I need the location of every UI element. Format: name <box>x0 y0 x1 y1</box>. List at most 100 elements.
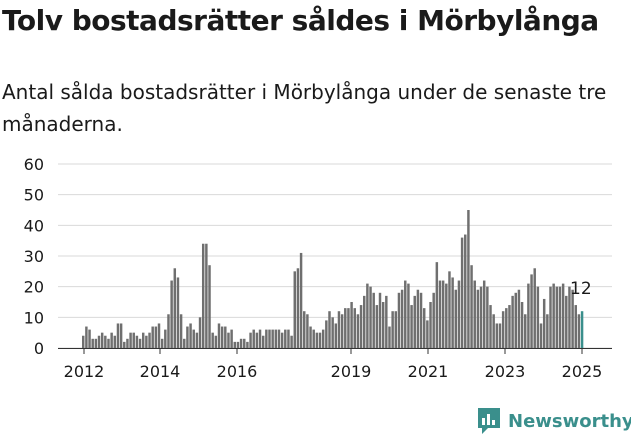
bar <box>201 243 205 348</box>
bar <box>533 268 536 348</box>
bar <box>432 292 435 348</box>
bar <box>426 320 429 348</box>
bar <box>321 329 325 348</box>
bar <box>546 314 549 348</box>
bar <box>511 295 514 348</box>
bar <box>495 323 499 348</box>
bar <box>381 302 385 348</box>
bar <box>353 308 356 348</box>
bar <box>460 237 464 348</box>
newsworthy-chart-icon <box>478 408 500 434</box>
y-tick-label: 0 <box>34 339 44 358</box>
x-tick-label: 2012 <box>64 362 105 381</box>
bar <box>479 286 483 348</box>
chart-subtitle: Antal sålda bostadsrätter i Mörbylånga u… <box>2 80 607 136</box>
bar <box>385 295 388 348</box>
bar <box>419 292 423 348</box>
bar <box>438 280 442 348</box>
bar <box>315 332 319 348</box>
bar <box>258 329 262 348</box>
bar <box>164 329 167 348</box>
bar <box>148 332 151 348</box>
bar <box>284 329 287 348</box>
bar <box>145 335 148 348</box>
bar <box>397 292 401 348</box>
x-tick-label: 2025 <box>562 362 603 381</box>
bar <box>451 277 454 348</box>
bar <box>129 332 132 348</box>
bar <box>252 329 255 348</box>
y-tick-label: 20 <box>24 278 44 297</box>
bar <box>214 335 218 348</box>
bar <box>470 265 473 348</box>
bar <box>344 308 347 348</box>
bar <box>104 335 107 348</box>
bar <box>100 332 104 348</box>
bar <box>195 332 199 348</box>
bar <box>561 283 565 348</box>
bar <box>524 314 527 348</box>
bar <box>94 338 98 348</box>
bar <box>410 305 413 348</box>
bar <box>331 317 334 348</box>
bar <box>211 332 214 348</box>
bar <box>167 314 170 348</box>
bar <box>132 332 135 348</box>
bar <box>160 338 164 348</box>
bar <box>347 308 350 348</box>
data-labels: 12 <box>570 279 592 299</box>
bar <box>296 268 300 348</box>
bar <box>539 323 543 348</box>
bar <box>123 341 126 348</box>
bar <box>568 286 571 348</box>
x-tick-label: 2016 <box>217 362 258 381</box>
newsworthy-logo[interactable]: Newsworthy <box>476 406 631 436</box>
bar <box>558 286 562 348</box>
bar <box>369 286 372 348</box>
bar <box>486 286 489 348</box>
bar <box>501 311 505 348</box>
bar <box>482 280 486 348</box>
bar <box>542 298 546 348</box>
bar <box>236 341 240 348</box>
bar <box>508 305 511 348</box>
bar <box>552 283 555 348</box>
bar <box>394 311 398 348</box>
bar <box>325 320 328 348</box>
bar <box>312 329 315 348</box>
bar <box>527 283 530 348</box>
bar <box>416 289 420 348</box>
bar <box>448 271 451 348</box>
bar <box>340 314 344 348</box>
bar <box>88 329 91 348</box>
bar <box>126 338 129 348</box>
chart-title: Tolv bostadsrätter såldes i Mörbylånga <box>2 4 599 37</box>
bar <box>318 332 322 348</box>
y-tick-label: 50 <box>24 186 44 205</box>
bar <box>303 311 306 348</box>
bar <box>378 292 382 348</box>
bar <box>287 329 290 348</box>
bar <box>489 305 492 348</box>
bar <box>520 302 524 348</box>
bar <box>293 271 296 348</box>
bar <box>290 335 293 348</box>
bar <box>574 305 577 348</box>
bar <box>224 326 227 348</box>
bar <box>233 341 237 348</box>
bar <box>113 335 117 348</box>
bar <box>306 314 309 348</box>
bar <box>189 323 192 348</box>
bar <box>334 323 338 348</box>
bar <box>337 311 341 348</box>
bar <box>249 332 252 348</box>
bar <box>372 292 375 348</box>
bar <box>230 329 233 348</box>
bar <box>577 314 581 348</box>
bar <box>359 305 363 348</box>
bar <box>154 326 158 348</box>
bar <box>227 332 230 348</box>
bar <box>119 323 123 348</box>
bar <box>328 311 331 348</box>
bar <box>429 302 432 348</box>
